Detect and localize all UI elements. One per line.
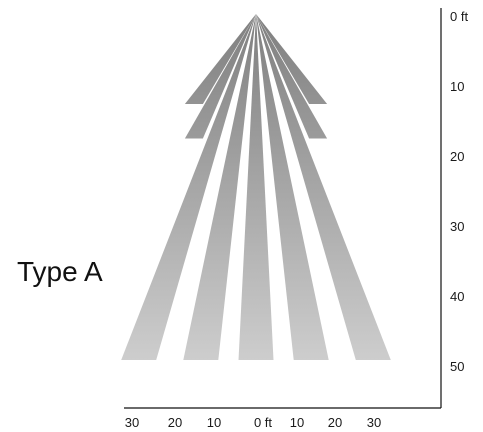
beam-center-long	[238, 14, 274, 360]
vertical-tick-label-10: 10	[450, 79, 464, 94]
beam-group	[121, 14, 391, 360]
horizontal-tick-label-right-30: 30	[367, 415, 381, 430]
beam-far-left-short	[184, 14, 256, 104]
horizontal-tick-label-right-20: 20	[328, 415, 342, 430]
beam-right-long	[256, 14, 329, 360]
beam-far-right-short	[256, 14, 328, 104]
beam-left-mid	[184, 14, 256, 139]
horizontal-tick-label-center: 0 ft	[254, 415, 272, 430]
vertical-tick-label-40: 40	[450, 289, 464, 304]
horizontal-tick-label-left-10: 10	[207, 415, 221, 430]
vertical-tick-label-0: 0 ft	[450, 9, 468, 24]
beam-far-right-long	[256, 14, 391, 360]
type-title: Type A	[17, 256, 103, 287]
vertical-tick-label-30: 30	[450, 219, 464, 234]
horizontal-tick-label-left-20: 20	[168, 415, 182, 430]
vertical-tick-label-50: 50	[450, 359, 464, 374]
horizontal-tick-label-left-30: 30	[125, 415, 139, 430]
beam-right-mid	[256, 14, 328, 139]
horizontal-tick-label-right-10: 10	[290, 415, 304, 430]
beam-far-left-long	[121, 14, 256, 360]
vertical-tick-label-20: 20	[450, 149, 464, 164]
beam-left-long	[183, 14, 256, 360]
